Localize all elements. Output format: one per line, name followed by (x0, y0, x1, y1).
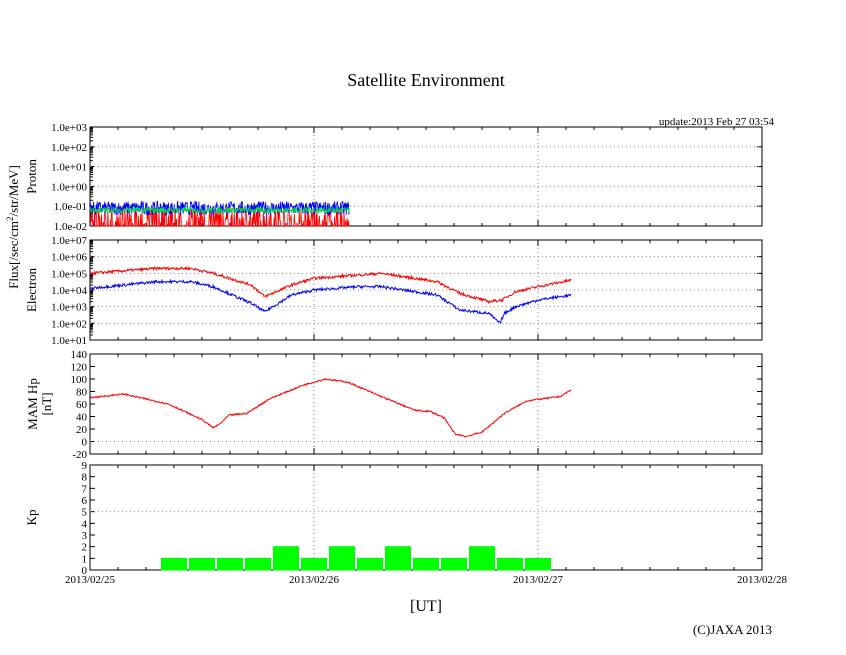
electron-series-blue (89, 278, 572, 324)
hp-series-red (89, 377, 572, 438)
y-tick-label: 1.0e+03 (51, 122, 87, 134)
y-tick-label: 1.0e+04 (51, 285, 87, 297)
y-tick-label: 1 (82, 553, 88, 565)
y-tick-label: 9 (82, 460, 88, 472)
flux-axis-label-base: Flux[/sec/cm (6, 221, 21, 289)
y-tick-label: 120 (71, 362, 88, 374)
update-timestamp: update:2013 Feb 27 03:54 (659, 116, 775, 128)
y-tick-label: 20 (76, 424, 88, 436)
y-axis-label-2: [nT] (39, 392, 54, 415)
kp-bar (469, 546, 495, 571)
y-tick-label: 1.0e+03 (51, 302, 87, 314)
y-tick-label: -20 (72, 449, 87, 461)
y-tick-label: 1.0e+01 (51, 335, 87, 347)
electron-series-red (89, 265, 572, 305)
chart-title: Satellite Environment (347, 70, 504, 90)
x-tick-label: 2013/02/28 (737, 574, 788, 586)
y-tick-label: 5 (82, 507, 88, 519)
y-tick-label: 6 (82, 495, 88, 507)
y-axis-label-2: MAM Hp (25, 378, 40, 430)
y-tick-label: 40 (76, 412, 88, 424)
kp-bar (413, 557, 439, 571)
kp-bar (273, 546, 299, 571)
y-axis-label-3: Kp (24, 510, 39, 526)
y-tick-label: 60 (76, 399, 88, 411)
y-axis-label-1: Electron (24, 267, 39, 312)
y-tick-label: 1.0e+02 (51, 142, 87, 154)
y-tick-label: 4 (82, 518, 88, 530)
panel-frame-2 (89, 353, 763, 455)
kp-bar (217, 557, 243, 571)
kp-bar (245, 557, 271, 571)
kp-bar (385, 546, 411, 571)
y-tick-label: 140 (71, 349, 88, 361)
y-axis-label-0: Proton (24, 159, 39, 194)
y-tick-label: 0 (82, 565, 88, 577)
panel-frame-3 (89, 464, 763, 571)
proton-series-green (89, 205, 350, 215)
kp-bar (497, 557, 523, 571)
y-tick-label: 100 (71, 374, 88, 386)
kp-bar (441, 557, 467, 571)
kp-bar (525, 557, 551, 571)
x-tick-label: 2013/02/26 (289, 574, 340, 586)
kp-bar (189, 557, 215, 571)
copyright-label: (C)JAXA 2013 (693, 622, 772, 637)
flux-axis-label-tail: /str/MeV] (6, 165, 21, 216)
kp-bar (329, 546, 355, 571)
x-tick-label: 2013/02/25 (65, 574, 116, 586)
y-tick-label: 1.0e-01 (54, 201, 87, 213)
y-tick-label: 0 (82, 437, 88, 449)
y-tick-label: 1.0e+00 (51, 181, 87, 193)
y-tick-label: 1.0e-02 (54, 221, 87, 233)
y-tick-label: 8 (82, 472, 88, 484)
x-axis-label: [UT] (410, 598, 442, 615)
proton-series-red (90, 206, 350, 228)
y-tick-label: 7 (82, 483, 88, 495)
panels-group: 1.0e+03 1.0e+02 1.0e+01 1.0e+00 1.0e-01 1.0e-… (24, 122, 788, 586)
y-tick-label: 1.0e+05 (51, 268, 87, 280)
flux-axis-label-sup: 2 (5, 216, 15, 221)
x-tick-label: 2013/02/27 (513, 574, 564, 586)
y-tick-label: 1.0e+02 (51, 318, 87, 330)
y-tick-label: 3 (82, 530, 88, 542)
y-tick-label: 1.0e+07 (51, 235, 87, 247)
y-tick-label: 1.0e+01 (51, 162, 87, 174)
kp-bar (357, 557, 383, 571)
y-tick-label: 80 (76, 387, 88, 399)
y-tick-label: 1.0e+06 (51, 252, 87, 264)
flux-axis-label: Flux[/sec/cm2/str/MeV] (5, 165, 21, 289)
kp-bar (301, 557, 327, 571)
kp-bar (161, 557, 187, 571)
y-tick-label: 2 (82, 542, 88, 554)
